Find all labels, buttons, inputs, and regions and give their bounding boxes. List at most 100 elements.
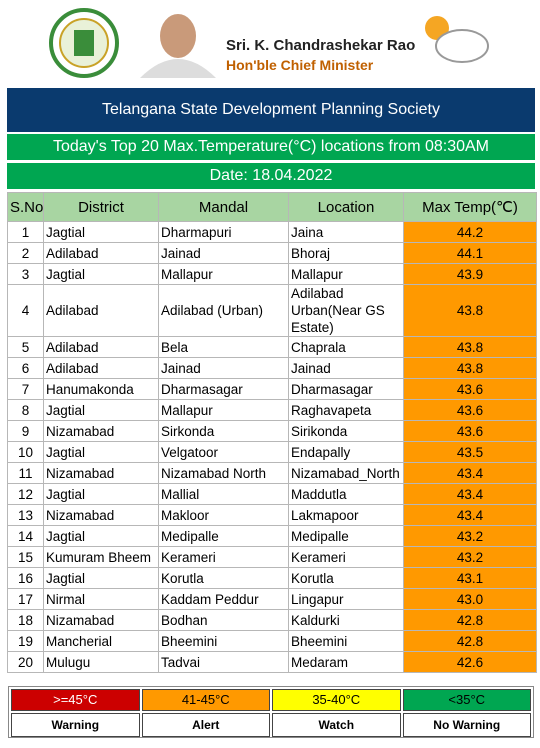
cell: Mallapur bbox=[158, 263, 289, 285]
cell: Mallapur bbox=[288, 263, 404, 285]
cell: Bela bbox=[158, 336, 289, 358]
temperature: 43.8 bbox=[403, 357, 537, 379]
cm-name: Sri. K. Chandrashekar Rao bbox=[226, 37, 415, 54]
temperature: 42.8 bbox=[403, 609, 537, 631]
cell: 18 bbox=[7, 609, 44, 631]
cell: Kerameri bbox=[288, 546, 404, 568]
temperature: 43.9 bbox=[403, 263, 537, 285]
temperature: 43.2 bbox=[403, 546, 537, 568]
table-row: 15 Kumuram Bheem Kerameri Kerameri 43.2 bbox=[7, 546, 537, 568]
cell: 10 bbox=[7, 441, 44, 463]
column-header: Location bbox=[288, 192, 404, 222]
legend-item: >=45°C Warning bbox=[11, 689, 140, 737]
table-row: 11 Nizamabad Nizamabad North Nizamabad_Nort… bbox=[7, 462, 537, 484]
table-row: 9 Nizamabad Sirkonda Sirikonda 43.6 bbox=[7, 420, 537, 442]
cell: Lakmapoor bbox=[288, 504, 404, 526]
cell: 14 bbox=[7, 525, 44, 547]
cell: 1 bbox=[7, 221, 44, 243]
cell: Nizamabad bbox=[43, 420, 159, 442]
table-row: 19 Mancherial Bheemini Bheemini 42.8 bbox=[7, 630, 537, 652]
cell: Medaram bbox=[288, 651, 404, 673]
cell: Jagtial bbox=[43, 567, 159, 589]
cell: 11 bbox=[7, 462, 44, 484]
cell: Jagtial bbox=[43, 263, 159, 285]
cell: Lingapur bbox=[288, 588, 404, 610]
cell: 19 bbox=[7, 630, 44, 652]
cm-designation: Hon'ble Chief Minister bbox=[226, 57, 374, 73]
legend-range: <35°C bbox=[402, 689, 531, 711]
emblem-tower bbox=[74, 30, 94, 56]
cell: Adilabad Urban(Near GS Estate) bbox=[288, 284, 404, 337]
cell: Tadvai bbox=[158, 651, 289, 673]
table-row: 7 Hanumakonda Dharmasagar Dharmasagar 43.6 bbox=[7, 378, 537, 400]
cell: 6 bbox=[7, 357, 44, 379]
table-row: 4 Adilabad Adilabad (Urban) Adilabad Urban(… bbox=[7, 284, 537, 337]
cell: Medipalle bbox=[288, 525, 404, 547]
legend-label: Alert bbox=[141, 713, 270, 737]
table-row: 18 Nizamabad Bodhan Kaldurki 42.8 bbox=[7, 609, 537, 631]
cell: Jagtial bbox=[43, 399, 159, 421]
temperature: 43.1 bbox=[403, 567, 537, 589]
legend-item: <35°C No Warning bbox=[402, 689, 531, 737]
cell: 15 bbox=[7, 546, 44, 568]
temperature: 43.4 bbox=[403, 462, 537, 484]
legend: >=45°C Warning 41-45°C Alert 35-40°C Watch <35… bbox=[8, 686, 534, 738]
column-header: S.No bbox=[7, 192, 44, 222]
cell: Kumuram Bheem bbox=[43, 546, 159, 568]
table-row: 14 Jagtial Medipalle Medipalle 43.2 bbox=[7, 525, 537, 547]
cell: 3 bbox=[7, 263, 44, 285]
header: Sri. K. Chandrashekar Rao Hon'ble Chief … bbox=[49, 8, 489, 78]
table-row: 16 Jagtial Korutla Korutla 43.1 bbox=[7, 567, 537, 589]
temperature: 43.6 bbox=[403, 399, 537, 421]
cell: Nizamabad_North bbox=[288, 462, 404, 484]
cell: Nirmal bbox=[43, 588, 159, 610]
cell: 7 bbox=[7, 378, 44, 400]
subtitle: Today's Top 20 Max.Temperature(°C) locat… bbox=[7, 134, 535, 160]
table-row: 1 Jagtial Dharmapuri Jaina 44.2 bbox=[7, 221, 537, 243]
cell: Medipalle bbox=[158, 525, 289, 547]
cell: 13 bbox=[7, 504, 44, 526]
cell: 8 bbox=[7, 399, 44, 421]
column-header: Mandal bbox=[158, 192, 289, 222]
cell: Jainad bbox=[158, 357, 289, 379]
cell: Velgatoor bbox=[158, 441, 289, 463]
cell: Mallapur bbox=[158, 399, 289, 421]
table-row: 13 Nizamabad Makloor Lakmapoor 43.4 bbox=[7, 504, 537, 526]
table-row: 5 Adilabad Bela Chaprala 43.8 bbox=[7, 336, 537, 358]
cell: Maddutla bbox=[288, 483, 404, 505]
cell: Kaldurki bbox=[288, 609, 404, 631]
cell: Dharmapuri bbox=[158, 221, 289, 243]
cell: Hanumakonda bbox=[43, 378, 159, 400]
temperature: 43.8 bbox=[403, 284, 537, 337]
cell: Endapally bbox=[288, 441, 404, 463]
cell: Adilabad bbox=[43, 242, 159, 264]
cell: Jainad bbox=[288, 357, 404, 379]
banner: Telangana State Development Planning Soc… bbox=[7, 88, 535, 132]
cell: Raghavapeta bbox=[288, 399, 404, 421]
cell: Jagtial bbox=[43, 441, 159, 463]
temperature: 43.6 bbox=[403, 420, 537, 442]
table-row: 17 Nirmal Kaddam Peddur Lingapur 43.0 bbox=[7, 588, 537, 610]
cell: 9 bbox=[7, 420, 44, 442]
cell: Sirikonda bbox=[288, 420, 404, 442]
cloud bbox=[435, 29, 489, 63]
portrait-face bbox=[160, 14, 196, 58]
cell: Bheemini bbox=[288, 630, 404, 652]
legend-range: >=45°C bbox=[11, 689, 140, 711]
legend-range: 41-45°C bbox=[141, 689, 270, 711]
cell: Jainad bbox=[158, 242, 289, 264]
temperature: 44.1 bbox=[403, 242, 537, 264]
cell: Bheemini bbox=[158, 630, 289, 652]
cell: Mancherial bbox=[43, 630, 159, 652]
cell: Kaddam Peddur bbox=[158, 588, 289, 610]
temperature: 43.0 bbox=[403, 588, 537, 610]
cell: Sirkonda bbox=[158, 420, 289, 442]
cell: Adilabad bbox=[43, 284, 159, 337]
legend-item: 35-40°C Watch bbox=[272, 689, 401, 737]
cell: Jagtial bbox=[43, 525, 159, 547]
cell: Nizamabad North bbox=[158, 462, 289, 484]
column-header: District bbox=[43, 192, 159, 222]
cell: 4 bbox=[7, 284, 44, 337]
